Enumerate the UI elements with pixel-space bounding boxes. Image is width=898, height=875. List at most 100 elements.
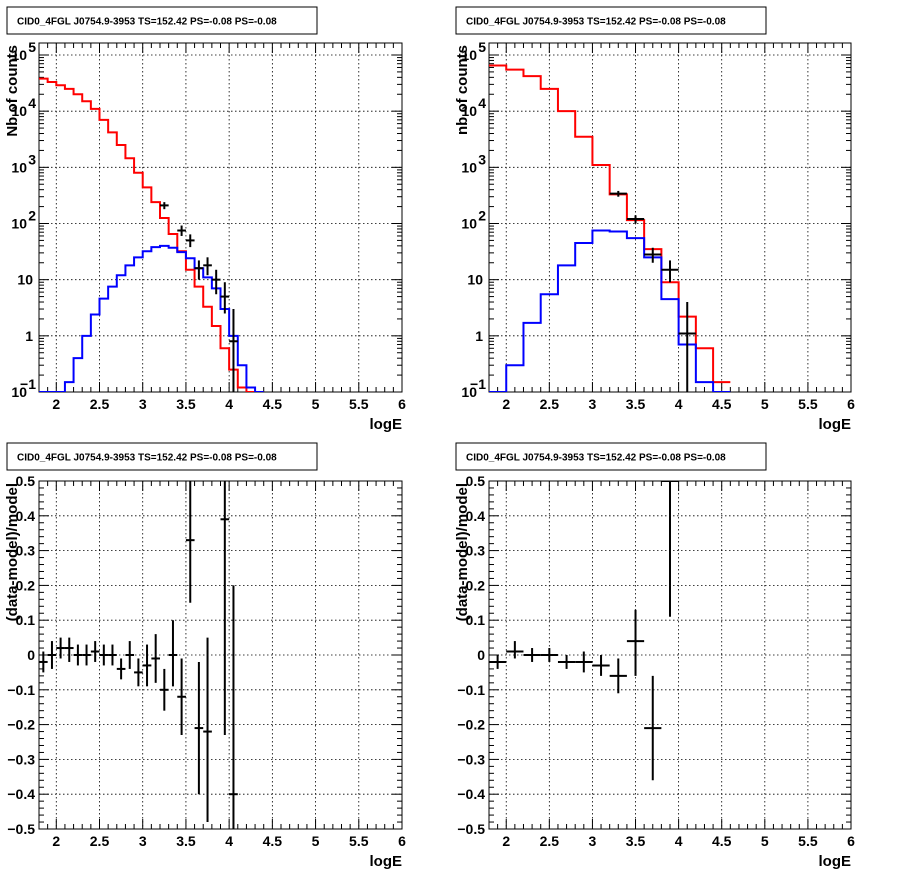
data-layer xyxy=(39,77,264,392)
data-layer xyxy=(489,64,731,392)
y-axis-label: (data-model)/model xyxy=(454,483,471,621)
x-tick-label: 2.5 xyxy=(540,396,560,412)
grid xyxy=(39,481,402,829)
x-tick-label: 4 xyxy=(675,396,683,412)
x-tick-label: 6 xyxy=(847,833,855,849)
y-tick-label: 10 xyxy=(11,384,27,400)
y-tick-label: 10 xyxy=(461,216,477,232)
x-tick-label: 5.5 xyxy=(798,833,818,849)
y-tick-exponent: 4 xyxy=(478,95,486,111)
x-tick-label: 3 xyxy=(589,396,597,412)
data-layer xyxy=(489,481,679,781)
x-tick-label: 5 xyxy=(312,833,320,849)
x-tick-label: 3.5 xyxy=(176,833,196,849)
x-tick-label: 3 xyxy=(139,396,147,412)
y-tick-exponent: 3 xyxy=(28,151,36,167)
y-tick-label: 0.1 xyxy=(466,612,486,628)
y-tick-label: 0.1 xyxy=(16,612,36,628)
plot-frame xyxy=(488,42,852,393)
x-tick-label: 5 xyxy=(761,396,769,412)
panel-1: CID0_4FGL J0754.9-3953 TS=152.42 PS=-0.0… xyxy=(4,6,406,433)
y-tick-label: 10 xyxy=(461,103,477,119)
y-tick-exponent: 4 xyxy=(28,95,36,111)
x-tick-label: 2 xyxy=(502,396,510,412)
y-tick-label: −0.5 xyxy=(7,821,35,837)
y-tick-exponent: 5 xyxy=(28,39,36,55)
x-axis-label: logE xyxy=(819,853,852,870)
chart-title: CID0_4FGL J0754.9-3953 TS=152.42 PS=-0.0… xyxy=(17,453,277,464)
y-tick-label: 0 xyxy=(477,647,485,663)
y-tick-exponent: 2 xyxy=(28,208,36,224)
chart-title: CID0_4FGL J0754.9-3953 TS=152.42 PS=-0.0… xyxy=(466,453,726,464)
x-tick-label: 2.5 xyxy=(90,833,110,849)
x-axis-label: logE xyxy=(370,416,403,433)
x-ticks xyxy=(488,481,852,829)
data-layer xyxy=(39,481,238,829)
histogram-series-line xyxy=(39,77,264,392)
y-tick-exponent: 2 xyxy=(478,208,486,224)
x-tick-label: 3.5 xyxy=(626,833,646,849)
title-box xyxy=(455,6,767,35)
x-tick-label: 2 xyxy=(502,833,510,849)
histogram-series-line xyxy=(39,244,264,392)
panel-2: CID0_4FGL J0754.9-3953 TS=152.42 PS=-0.0… xyxy=(454,6,855,433)
histogram-series-line xyxy=(489,229,731,392)
x-axis-label: logE xyxy=(819,416,852,433)
y-tick-exponent: −1 xyxy=(20,376,36,392)
y-ticks xyxy=(39,480,402,830)
y-tick-label: 10 xyxy=(467,272,483,288)
y-tick-label: −0.3 xyxy=(7,751,35,767)
y-tick-label: −0.5 xyxy=(457,821,485,837)
x-ticks xyxy=(38,481,403,829)
title-box xyxy=(6,6,318,35)
x-tick-label: 6 xyxy=(847,396,855,412)
x-tick-label: 5.5 xyxy=(349,396,369,412)
x-tick-label: 4.5 xyxy=(712,833,732,849)
chart-title: CID0_4FGL J0754.9-3953 TS=152.42 PS=-0.0… xyxy=(17,17,277,28)
y-tick-label: 0.3 xyxy=(16,543,36,559)
y-tick-label: −0.2 xyxy=(457,717,485,733)
x-tick-label: 6 xyxy=(398,396,406,412)
x-tick-label: 5 xyxy=(312,396,320,412)
x-tick-label: 4 xyxy=(225,833,233,849)
y-tick-label: 10 xyxy=(461,47,477,63)
title-box xyxy=(455,442,767,471)
y-tick-label: −0.4 xyxy=(457,786,485,802)
y-tick-exponent: −1 xyxy=(470,376,486,392)
x-tick-label: 3 xyxy=(589,833,597,849)
y-tick-label: 0.3 xyxy=(466,543,486,559)
x-tick-label: 4 xyxy=(675,833,683,849)
x-tick-label: 2 xyxy=(52,833,60,849)
y-tick-label: 10 xyxy=(17,272,33,288)
y-tick-label: −0.2 xyxy=(7,717,35,733)
y-axis-label: nb of counts xyxy=(454,45,471,135)
y-ticks xyxy=(489,480,851,830)
y-tick-exponent: 5 xyxy=(478,39,486,55)
y-ticks xyxy=(39,54,402,393)
x-tick-label: 4 xyxy=(225,396,233,412)
x-tick-label: 2.5 xyxy=(90,396,110,412)
y-tick-label: 0 xyxy=(27,647,35,663)
y-tick-label: −0.4 xyxy=(7,786,35,802)
x-tick-label: 3.5 xyxy=(176,396,196,412)
y-tick-label: 10 xyxy=(11,103,27,119)
y-tick-label: 1 xyxy=(475,328,483,344)
y-tick-label: −0.3 xyxy=(457,751,485,767)
y-tick-label: 0.5 xyxy=(466,473,486,489)
y-tick-label: 10 xyxy=(11,216,27,232)
x-ticks xyxy=(488,43,852,392)
y-tick-label: 0.4 xyxy=(466,508,486,524)
y-tick-label: 10 xyxy=(461,159,477,175)
y-tick-label: 0.2 xyxy=(466,577,486,593)
y-tick-label: 10 xyxy=(11,47,27,63)
x-tick-label: 6 xyxy=(398,833,406,849)
x-tick-label: 3 xyxy=(139,833,147,849)
y-tick-label: 0.2 xyxy=(16,577,36,593)
x-tick-label: 4.5 xyxy=(712,396,732,412)
x-tick-label: 4.5 xyxy=(263,833,283,849)
x-tick-label: 2 xyxy=(52,396,60,412)
x-tick-label: 5 xyxy=(761,833,769,849)
x-tick-label: 4.5 xyxy=(263,396,283,412)
x-tick-label: 2.5 xyxy=(540,833,560,849)
